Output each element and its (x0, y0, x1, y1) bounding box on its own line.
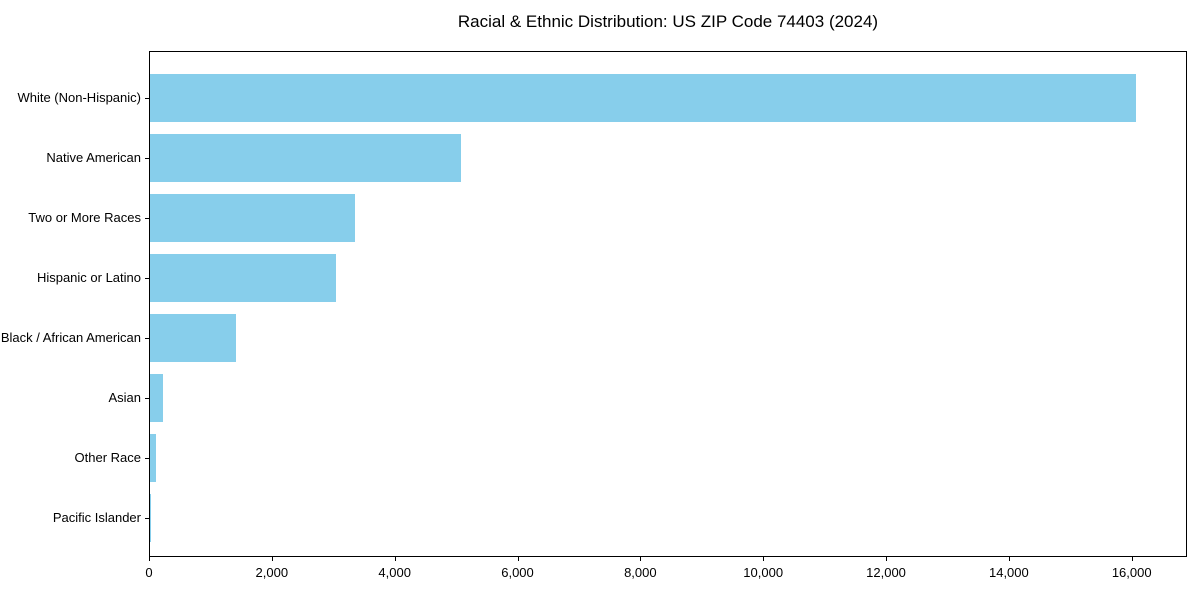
x-tick-label: 14,000 (988, 565, 1029, 580)
x-tick-mark (271, 557, 273, 561)
plot-area (149, 51, 1187, 557)
y-tick-label-pacific-islander: Pacific Islander (52, 510, 141, 525)
y-tick-label-other-race: Other Race (74, 450, 141, 465)
y-tick-mark (145, 98, 149, 99)
x-tick-mark (149, 557, 150, 561)
x-tick-label: 0 (145, 565, 153, 580)
x-tick-mark (1131, 557, 1133, 561)
x-tick-mark (517, 557, 519, 561)
y-tick-mark (145, 338, 149, 339)
bar-other-race (150, 434, 156, 482)
y-tick-mark (145, 218, 149, 219)
x-tick-mark (1008, 557, 1010, 561)
chart-title: Racial & Ethnic Distribution: US ZIP Cod… (457, 12, 879, 31)
x-tick-label: 12,000 (866, 565, 906, 580)
y-tick-label-asian: Asian (108, 390, 141, 405)
y-tick-label-black-african-american: Black / African American (0, 330, 141, 345)
x-tick-mark (640, 557, 642, 561)
bar-hispanic-or-latino (150, 254, 336, 302)
x-tick-label: 6,000 (501, 565, 534, 580)
y-tick-mark (145, 158, 149, 159)
y-tick-label-white-non-hispanic: White (Non-Hispanic) (17, 90, 141, 105)
x-tick-label: 16,000 (1111, 565, 1152, 580)
y-tick-label-hispanic-or-latino: Hispanic or Latino (36, 270, 141, 285)
y-tick-mark (145, 458, 149, 459)
x-tick-label: 8,000 (624, 565, 657, 580)
y-tick-label-native-american: Native American (46, 150, 141, 165)
x-tick-mark (763, 557, 765, 561)
bar-white-non-hispanic (150, 74, 1136, 122)
bar-two-or-more-races (150, 194, 355, 242)
x-tick-mark (886, 557, 888, 561)
y-tick-mark (145, 278, 149, 279)
y-tick-mark (145, 398, 149, 399)
y-tick-label-two-or-more-races: Two or More Races (28, 210, 141, 225)
bar-asian (150, 374, 163, 422)
x-tick-label: 10,000 (743, 565, 784, 580)
x-tick-label: 2,000 (255, 565, 289, 580)
x-tick-mark (394, 557, 396, 561)
bar-pacific-islander (150, 494, 151, 542)
y-tick-mark (145, 518, 149, 519)
bar-native-american (150, 134, 462, 182)
x-tick-label: 4,000 (378, 565, 411, 580)
bar-black-african-american (150, 314, 236, 362)
